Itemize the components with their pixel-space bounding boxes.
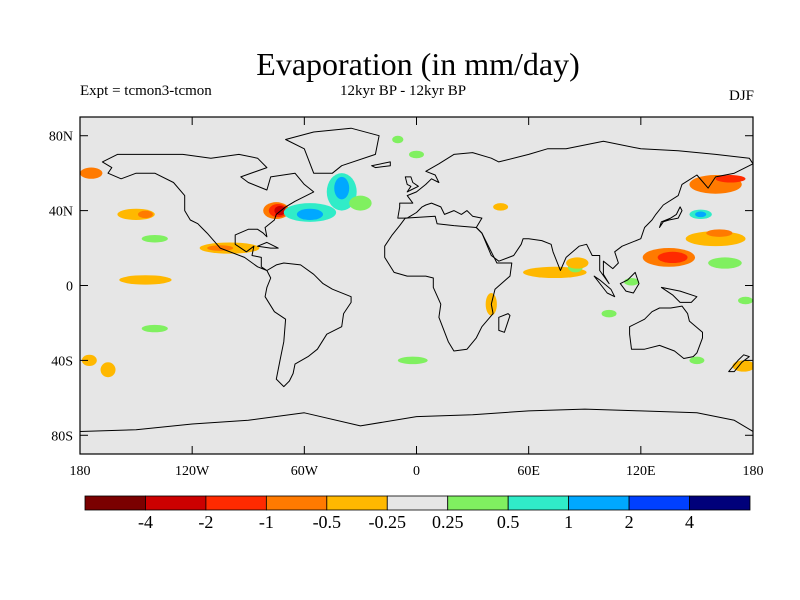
colorbar-swatch-4 xyxy=(326,495,388,511)
colorbar-label-7: 1 xyxy=(564,512,573,532)
experiment-label: Expt = tcmon3-tcmon xyxy=(80,83,212,99)
landmass-outline-6 xyxy=(80,408,753,454)
lon-tick-label-5: 120E xyxy=(626,464,656,479)
lat-tick-label-1: 40N xyxy=(49,205,73,220)
lon-tick-label-2: 60W xyxy=(291,464,319,479)
landmass-outline-9 xyxy=(659,206,683,228)
anomaly-patch-30 xyxy=(738,296,753,305)
colorbar-label-5: 0.25 xyxy=(432,512,464,532)
coastline-layer xyxy=(80,127,753,454)
lat-tick-label-4: 80S xyxy=(51,429,73,444)
anomaly-patch-12 xyxy=(137,210,153,219)
colorbar-label-6: 0.5 xyxy=(497,512,520,532)
anomaly-patch-10 xyxy=(119,275,172,285)
colorbar-swatch-10 xyxy=(689,495,751,511)
landmass-outline-5 xyxy=(629,305,703,359)
landmass-outline-3 xyxy=(397,140,753,285)
anomaly-patch-7 xyxy=(349,195,372,211)
landmass-outline-4 xyxy=(384,215,513,352)
anomaly-patch-20 xyxy=(566,257,589,269)
colorbar-label-1: -2 xyxy=(198,512,213,532)
colorbar-swatch-1 xyxy=(145,495,207,511)
anomaly-patch-33 xyxy=(601,309,617,318)
period-label: 12kyr BP - 12kyr BP xyxy=(340,83,467,99)
landmass-outline-15 xyxy=(257,241,279,249)
landmass-outline-14 xyxy=(371,161,391,169)
lon-tick-label-0: 180 xyxy=(70,464,91,479)
anomaly-patch-28 xyxy=(715,175,746,183)
anomaly-patch-31 xyxy=(732,360,753,372)
colorbar-label-8: 2 xyxy=(625,512,634,532)
anomaly-patch-36 xyxy=(493,203,509,211)
anomaly-patch-17 xyxy=(141,324,168,333)
landmass-outline-7 xyxy=(498,313,511,333)
landmass-outline-1 xyxy=(264,262,352,388)
colorbar-swatch-2 xyxy=(205,495,267,511)
anomaly-patch-38 xyxy=(392,135,404,144)
colorbar-label-9: 4 xyxy=(685,512,694,532)
map-title: Evaporation (in mm/day) xyxy=(256,46,580,82)
anomaly-patch-14 xyxy=(141,234,168,243)
landmass-outline-0 xyxy=(101,153,315,271)
anomaly-patch-4 xyxy=(296,208,324,220)
landmass-outline-10 xyxy=(593,275,616,298)
anomaly-patch-32 xyxy=(689,356,705,365)
landmass-outline-2 xyxy=(285,127,380,174)
colorbar-swatch-0 xyxy=(84,495,146,511)
lon-tick-label-1: 120W xyxy=(175,464,210,479)
anomaly-patch-24 xyxy=(706,229,733,237)
anomaly-patch-29 xyxy=(708,257,742,269)
lon-tick-label-3: 0 xyxy=(413,464,420,479)
anomaly-patch-34 xyxy=(397,356,428,365)
landmass-outline-13 xyxy=(728,354,750,373)
colorbar-swatch-5 xyxy=(386,495,449,511)
colorbar-label-2: -1 xyxy=(259,512,274,532)
anomaly-patch-16 xyxy=(81,354,97,367)
anomaly-patch-39 xyxy=(624,278,639,286)
colorbar-swatch-3 xyxy=(265,495,328,511)
lat-tick-label-2: 0 xyxy=(66,280,73,295)
lon-tick-label-4: 60E xyxy=(517,464,540,479)
colorbar-label-4: -0.25 xyxy=(369,512,407,532)
colorbar-swatch-9 xyxy=(628,495,690,511)
anomaly-patch-13 xyxy=(80,167,103,179)
landmass-outline-8 xyxy=(404,176,419,193)
anomaly-patch-26 xyxy=(695,211,707,218)
anomaly-patch-15 xyxy=(100,362,116,378)
anomaly-patch-22 xyxy=(657,251,688,264)
colorbar-label-0: -4 xyxy=(138,512,153,532)
lat-tick-label-3: 40S xyxy=(51,354,73,369)
lat-tick-label-0: 80N xyxy=(49,130,73,145)
colorbar: -4 -2 -1 -0.5 -0.25 0.25 0.5 1 2 4 xyxy=(84,495,751,532)
map-axes: 180 120W 60W 0 60E 120E 180 80N 40N 0 40S 80S xyxy=(49,117,764,479)
colorbar-label-3: -0.5 xyxy=(313,512,342,532)
landmass-outline-11 xyxy=(619,271,640,294)
landmass-outline-12 xyxy=(660,286,698,303)
lon-tick-label-6: 180 xyxy=(743,464,764,479)
colorbar-swatch-6 xyxy=(447,495,509,511)
season-label: DJF xyxy=(728,88,754,104)
colorbar-swatch-7 xyxy=(507,495,570,511)
anomaly-patch-6 xyxy=(334,176,350,200)
map-background xyxy=(80,117,753,454)
anomaly-patch-2 xyxy=(274,205,286,216)
colorbar-swatch-8 xyxy=(568,495,630,511)
anomaly-patch-37 xyxy=(409,150,424,159)
